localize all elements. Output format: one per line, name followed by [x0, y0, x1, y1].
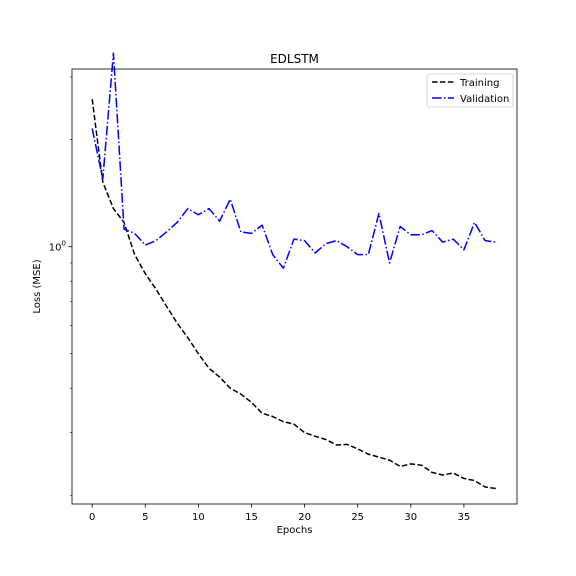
legend-label-training: Training: [459, 78, 499, 89]
legend-label-validation: Validation: [460, 94, 509, 105]
legend: Training Validation: [427, 74, 513, 107]
x-axis-label: Epochs: [277, 525, 313, 536]
x-tick-label: 30: [404, 512, 417, 523]
x-tick-label: 15: [245, 512, 258, 523]
y-axis-label: Loss (MSE): [32, 259, 43, 313]
x-tick-label: 20: [298, 512, 311, 523]
x-tick-label: 5: [142, 512, 148, 523]
x-tick-label: 35: [458, 512, 471, 523]
chart-title: EDLSTM: [270, 52, 319, 66]
x-tick-label: 25: [351, 512, 364, 523]
x-tick-label: 0: [89, 512, 95, 523]
x-tick-label: 10: [192, 512, 205, 523]
